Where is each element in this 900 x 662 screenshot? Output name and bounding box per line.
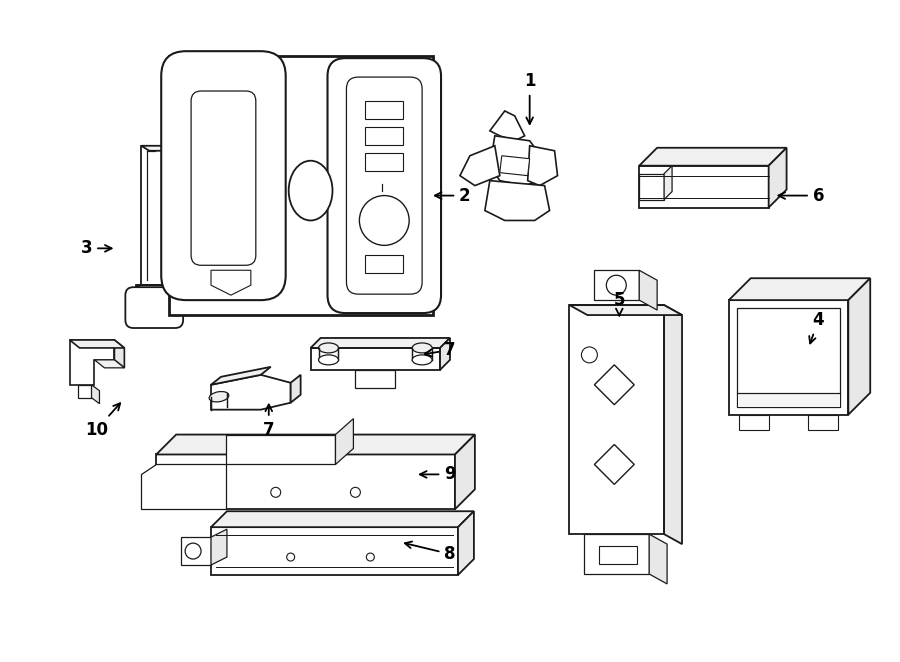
Polygon shape	[594, 270, 639, 300]
Bar	[365, 256, 403, 273]
Polygon shape	[737, 308, 841, 406]
Polygon shape	[849, 278, 870, 414]
Polygon shape	[181, 537, 211, 565]
Polygon shape	[136, 285, 176, 290]
Polygon shape	[69, 340, 124, 348]
Ellipse shape	[412, 355, 432, 365]
Polygon shape	[808, 414, 839, 430]
Polygon shape	[211, 529, 227, 565]
Polygon shape	[455, 434, 475, 509]
Polygon shape	[594, 365, 634, 404]
Polygon shape	[485, 181, 550, 220]
Polygon shape	[737, 393, 841, 406]
Text: 5: 5	[614, 291, 625, 316]
FancyBboxPatch shape	[191, 91, 256, 265]
Polygon shape	[460, 146, 500, 185]
Ellipse shape	[319, 343, 338, 353]
Polygon shape	[211, 511, 474, 527]
Polygon shape	[500, 156, 530, 175]
Ellipse shape	[319, 355, 338, 365]
Text: 7: 7	[263, 404, 274, 439]
Polygon shape	[664, 305, 682, 544]
Text: 10: 10	[85, 403, 121, 439]
Polygon shape	[527, 146, 557, 185]
FancyBboxPatch shape	[346, 77, 422, 294]
Bar	[365, 101, 403, 119]
FancyBboxPatch shape	[125, 287, 183, 328]
Polygon shape	[584, 534, 649, 574]
Polygon shape	[69, 340, 114, 385]
Circle shape	[271, 487, 281, 497]
Text: 2: 2	[435, 187, 471, 205]
Circle shape	[366, 553, 374, 561]
Polygon shape	[356, 370, 395, 388]
Polygon shape	[77, 385, 92, 398]
Polygon shape	[291, 375, 301, 402]
Polygon shape	[490, 111, 525, 141]
Bar	[169, 56, 433, 315]
Circle shape	[185, 543, 201, 559]
Polygon shape	[639, 270, 657, 310]
Polygon shape	[211, 367, 271, 385]
Polygon shape	[310, 348, 440, 370]
Polygon shape	[649, 534, 667, 584]
Polygon shape	[639, 166, 769, 207]
Polygon shape	[211, 270, 251, 295]
Polygon shape	[458, 511, 474, 575]
Polygon shape	[440, 338, 450, 370]
Polygon shape	[168, 285, 176, 315]
Text: 9: 9	[420, 465, 455, 483]
Bar	[599, 546, 637, 564]
Polygon shape	[141, 146, 171, 151]
Polygon shape	[141, 465, 226, 509]
Circle shape	[607, 275, 626, 295]
Polygon shape	[594, 444, 634, 485]
Polygon shape	[310, 338, 450, 348]
Circle shape	[350, 487, 360, 497]
Circle shape	[359, 195, 410, 246]
Polygon shape	[729, 278, 870, 300]
Bar	[365, 127, 403, 145]
Bar	[365, 153, 403, 171]
Text: 4: 4	[809, 311, 824, 344]
FancyBboxPatch shape	[161, 51, 285, 300]
FancyBboxPatch shape	[328, 58, 441, 313]
Polygon shape	[211, 527, 458, 575]
Text: 6: 6	[778, 187, 824, 205]
Polygon shape	[136, 285, 168, 310]
Polygon shape	[664, 166, 672, 199]
Ellipse shape	[289, 161, 332, 220]
Circle shape	[287, 553, 294, 561]
Polygon shape	[163, 146, 171, 290]
Polygon shape	[157, 455, 455, 509]
Ellipse shape	[209, 391, 229, 402]
Polygon shape	[157, 434, 475, 455]
Polygon shape	[92, 385, 100, 404]
Polygon shape	[639, 173, 664, 199]
Polygon shape	[211, 375, 291, 410]
Text: 7: 7	[425, 341, 455, 359]
Polygon shape	[141, 146, 163, 285]
Polygon shape	[336, 418, 354, 465]
Polygon shape	[739, 414, 769, 430]
Polygon shape	[639, 148, 787, 166]
Polygon shape	[729, 300, 849, 414]
Polygon shape	[114, 340, 124, 368]
Polygon shape	[94, 360, 124, 368]
Polygon shape	[226, 434, 336, 465]
Ellipse shape	[412, 343, 432, 353]
Polygon shape	[570, 305, 682, 315]
Text: 3: 3	[81, 240, 112, 258]
Text: 1: 1	[524, 72, 536, 124]
Polygon shape	[490, 136, 544, 185]
Text: 8: 8	[405, 542, 455, 563]
Circle shape	[581, 347, 598, 363]
Polygon shape	[570, 305, 664, 534]
Polygon shape	[769, 148, 787, 207]
